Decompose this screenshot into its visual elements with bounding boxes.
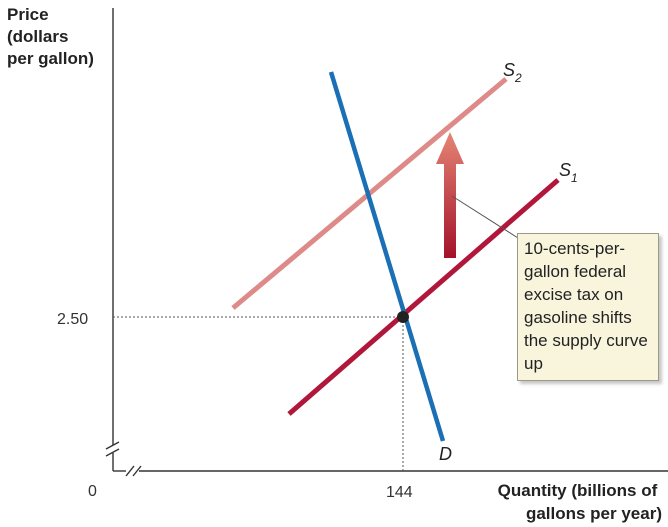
y-tick-label-price: 2.50 — [57, 311, 88, 328]
x-axis-title: Quantity (billions of gallons per year) — [498, 481, 662, 523]
y-axis-title-line-2: (dollars — [7, 27, 68, 46]
s1-label: S1 — [559, 160, 578, 185]
x-axis-title-line-2: gallons per year) — [526, 504, 662, 523]
s2-label-sub: 2 — [514, 71, 522, 85]
x-axis-title-line-1: Quantity (billions of — [498, 481, 658, 500]
y-axis-title: Price (dollars per gallon) — [7, 5, 94, 68]
x-axis-break-mark-2 — [132, 465, 142, 477]
s2-label-main: S — [503, 60, 515, 80]
x-axis-break-mark — [125, 465, 135, 477]
y-axis-break-mark-2 — [105, 448, 120, 457]
annotation-leader-line — [451, 195, 519, 239]
demand-curve — [328, 71, 446, 442]
tax-annotation-box: 10-cents-per-gallon federal excise tax o… — [517, 233, 659, 381]
origin-label: 0 — [88, 483, 97, 500]
s1-label-sub: 1 — [571, 171, 578, 185]
y-axis-break-mark — [105, 441, 120, 450]
supply-curve-s1 — [287, 178, 560, 416]
demand-label: D — [439, 444, 452, 464]
s1-label-main: S — [559, 160, 571, 180]
s2-label: S2 — [503, 60, 522, 85]
y-axis-title-line-1: Price — [7, 5, 49, 24]
equilibrium-point — [397, 311, 409, 323]
x-tick-label-quantity: 144 — [386, 484, 413, 501]
y-axis-title-line-3: per gallon) — [7, 49, 94, 68]
supply-shift-arrow — [436, 132, 464, 258]
